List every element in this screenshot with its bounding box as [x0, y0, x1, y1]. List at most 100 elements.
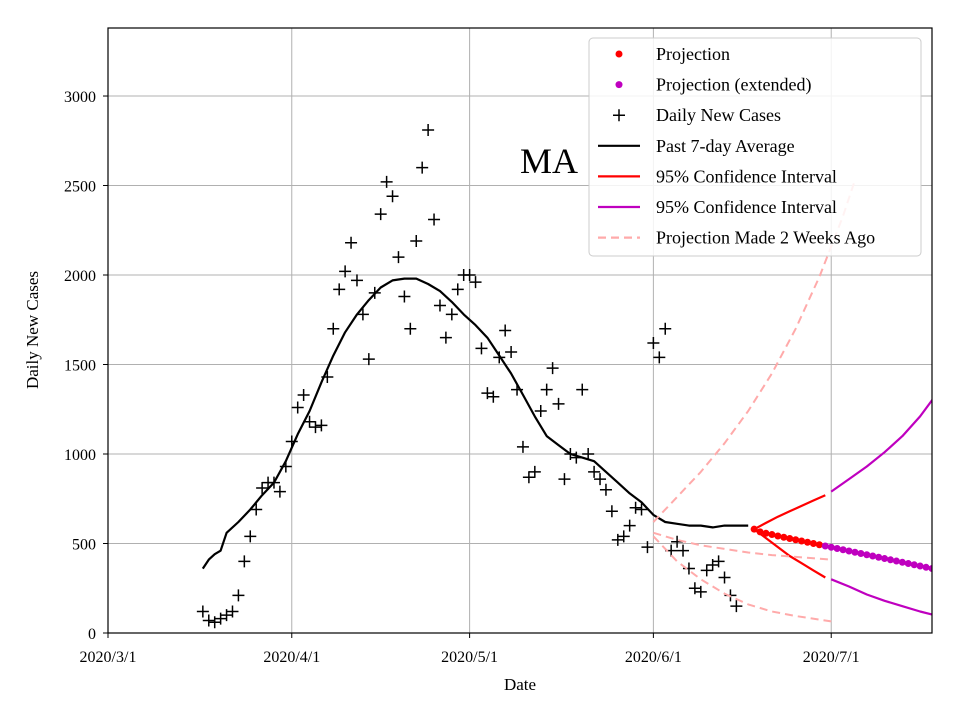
daily-case-point-43	[451, 283, 464, 296]
daily-case-point-84	[694, 585, 707, 598]
projection-extended-point-2	[833, 545, 841, 553]
daily-case-point-34	[398, 290, 411, 303]
daily-case-point-19	[309, 421, 322, 434]
daily-case-point-90	[730, 600, 743, 613]
legend-label-projection_ext: Projection (extended)	[656, 75, 811, 96]
daily-case-point-33	[392, 251, 405, 264]
daily-case-point-35	[404, 322, 417, 335]
projection-extended-point-16	[916, 562, 924, 570]
projection-point-5	[780, 533, 788, 541]
daily-case-point-59	[546, 362, 559, 375]
daily-case-point-23	[333, 283, 346, 296]
daily-case-point-71	[617, 530, 630, 543]
projection-point-3	[768, 531, 776, 539]
legend-marker-daily	[613, 109, 625, 122]
daily-case-point-27	[356, 308, 369, 321]
ticks-layer: 2020/3/1 2020/4/1 2020/5/1 2020/6/1 2020/7/1…	[64, 89, 860, 666]
daily-case-point-47	[475, 342, 488, 355]
daily-case-point-32	[386, 190, 399, 203]
y-tick-label-6: 3000	[64, 89, 96, 106]
y-axis-label: Daily New Cases	[23, 271, 42, 389]
daily-case-point-30	[374, 208, 387, 221]
series-95-confidence-interval-extended-upper	[830, 398, 932, 493]
daily-case-point-36	[410, 235, 423, 248]
projection-extended-point-0	[821, 542, 829, 550]
projection-extended-point-17	[922, 563, 930, 571]
daily-case-point-88	[718, 571, 731, 584]
x-tick-label-2: 2020/5/1	[441, 649, 498, 666]
daily-case-point-56	[528, 465, 541, 478]
y-tick-label-3: 1500	[64, 358, 96, 375]
projection-point-7	[792, 536, 800, 544]
projection-point-9	[804, 538, 812, 546]
daily-case-point-18	[303, 415, 316, 428]
daily-case-point-64	[576, 383, 589, 396]
daily-case-point-72	[623, 519, 636, 532]
projection-point-11	[815, 541, 823, 549]
daily-case-point-31	[380, 175, 393, 188]
daily-case-point-38	[422, 124, 435, 137]
projection-extended-point-11	[887, 556, 895, 564]
daily-case-point-9	[250, 503, 263, 516]
y-tick-label-2: 1000	[64, 447, 96, 464]
legend-marker-projection	[615, 50, 623, 58]
daily-case-point-13	[273, 485, 286, 498]
legend-label-projection: Projection	[656, 44, 730, 64]
projection-extended-point-7	[863, 551, 871, 559]
legend-label-avg: Past 7-day Average	[656, 136, 795, 156]
x-axis-label: Date	[504, 675, 536, 694]
daily-case-point-28	[362, 353, 375, 366]
projection-extended-point-13	[898, 558, 906, 566]
projection-extended-point-1	[827, 543, 835, 551]
daily-case-point-20	[315, 419, 328, 432]
daily-case-point-68	[599, 483, 612, 496]
daily-case-point-10	[256, 482, 269, 495]
daily-case-point-39	[428, 213, 441, 226]
daily-case-point-25	[345, 236, 358, 249]
projection-extended-point-18	[928, 565, 932, 573]
daily-case-point-49	[487, 390, 500, 403]
daily-case-point-22	[327, 322, 340, 335]
daily-case-point-57	[534, 405, 547, 418]
daily-case-point-7	[238, 555, 251, 568]
plot-frame	[107, 27, 933, 634]
series-95-confidence-interval-lower	[753, 528, 826, 579]
projection-point-2	[762, 529, 770, 537]
chart-title: MA	[520, 141, 578, 181]
daily-case-point-61	[558, 473, 571, 486]
projection-extended-point-8	[869, 552, 877, 560]
projection-extended-point-9	[875, 553, 883, 561]
daily-case-point-78	[659, 322, 672, 335]
x-tick-label-1: 2020/4/1	[263, 649, 320, 666]
daily-case-point-75	[641, 541, 654, 554]
daily-case-point-60	[552, 397, 565, 410]
daily-case-point-0	[196, 605, 209, 618]
daily-case-point-40	[433, 299, 446, 312]
x-tick-label-3: 2020/6/1	[625, 649, 682, 666]
daily-case-point-87	[712, 555, 725, 568]
daily-case-point-85	[700, 564, 713, 577]
daily-case-point-58	[540, 383, 553, 396]
legend-label-ci: 95% Confidence Interval	[656, 166, 837, 186]
daily-case-point-73	[629, 501, 642, 514]
y-tick-label-5: 2500	[64, 179, 96, 196]
legend-label-ci_ext: 95% Confidence Interval	[656, 197, 837, 217]
x-tick-label-0: 2020/3/1	[80, 649, 137, 666]
projection-point-8	[798, 537, 806, 545]
daily-case-point-1	[202, 614, 215, 627]
series-projection-made-2-weeks-ago-lower	[652, 535, 832, 623]
legend-label-daily: Daily New Cases	[656, 105, 781, 125]
projection-extended-point-3	[839, 546, 847, 554]
projection-point-10	[809, 540, 817, 548]
daily-case-point-77	[653, 351, 666, 364]
legend: Projection Projection (extended) Daily New…	[588, 37, 922, 257]
daily-case-point-37	[416, 161, 429, 174]
y-tick-label-4: 2000	[64, 268, 96, 285]
projection-extended-point-12	[892, 557, 900, 565]
series-projection-made-2-weeks-ago-center	[653, 531, 832, 561]
daily-case-point-74	[635, 503, 648, 516]
daily-case-point-51	[499, 324, 512, 337]
projection-extended-point-15	[910, 561, 918, 569]
